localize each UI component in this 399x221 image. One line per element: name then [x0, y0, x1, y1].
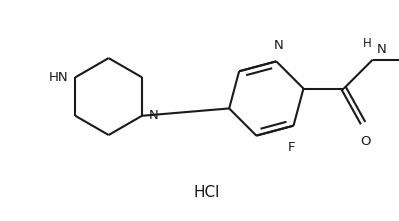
Text: F: F — [288, 141, 295, 154]
Text: N: N — [377, 43, 386, 56]
Text: HN: HN — [49, 71, 69, 84]
Text: N: N — [149, 109, 158, 122]
Text: N: N — [273, 39, 283, 52]
Text: HCl: HCl — [194, 185, 220, 200]
Text: O: O — [360, 135, 370, 148]
Text: H: H — [363, 37, 371, 50]
